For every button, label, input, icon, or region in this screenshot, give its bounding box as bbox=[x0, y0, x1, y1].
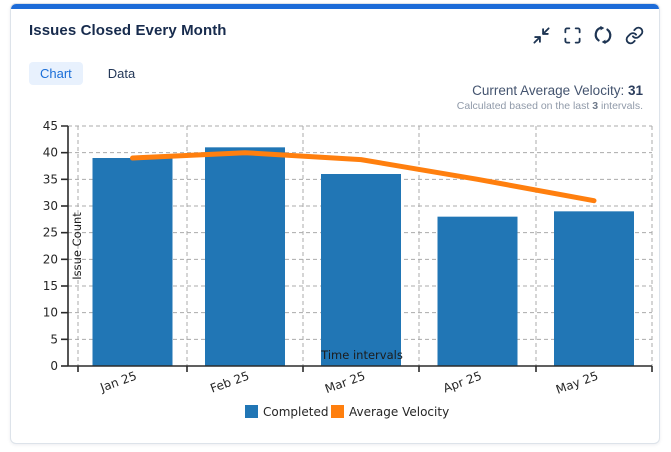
x-tick-label: Jan 25 bbox=[97, 369, 138, 395]
x-tick-label: Mar 25 bbox=[323, 369, 367, 396]
refresh-button[interactable] bbox=[592, 24, 614, 46]
legend-label-completed: Completed bbox=[263, 405, 328, 419]
velocity-value: 31 bbox=[627, 83, 643, 98]
x-tick-label: May 25 bbox=[554, 369, 600, 397]
collapse-icon bbox=[532, 26, 550, 44]
y-axis-title: Issue Count bbox=[70, 212, 84, 280]
page-title: Issues Closed Every Month bbox=[29, 22, 227, 39]
y-tick-label: 25 bbox=[43, 226, 58, 240]
y-tick-label: 35 bbox=[43, 172, 58, 186]
card-header: Issues Closed Every Month bbox=[11, 9, 659, 46]
fullscreen-icon bbox=[563, 26, 581, 44]
fullscreen-button[interactable] bbox=[561, 24, 583, 46]
y-tick-label: 30 bbox=[43, 199, 58, 213]
y-tick-label: 5 bbox=[50, 332, 58, 346]
bar-may-25 bbox=[554, 211, 634, 366]
y-tick-label: 0 bbox=[50, 359, 58, 373]
header-actions bbox=[530, 24, 645, 46]
legend-label-average-velocity: Average Velocity bbox=[349, 405, 449, 419]
collapse-button[interactable] bbox=[530, 24, 552, 46]
x-tick-label: Feb 25 bbox=[208, 369, 251, 396]
bar-mar-25 bbox=[321, 174, 401, 366]
bar-apr-25 bbox=[437, 216, 518, 366]
average-velocity-line bbox=[130, 150, 597, 204]
x-tick-label: Apr 25 bbox=[441, 369, 483, 396]
y-tick-label: 20 bbox=[43, 252, 58, 266]
velocity-interval-count: 3 bbox=[592, 99, 599, 112]
legend-swatch-completed bbox=[245, 405, 258, 418]
y-tick-label: 40 bbox=[43, 146, 58, 160]
link-icon bbox=[625, 26, 643, 44]
bar-jan-25 bbox=[92, 158, 173, 366]
chart-widget-card: Issues Closed Every Month bbox=[10, 3, 660, 444]
tab-data[interactable]: Data bbox=[97, 62, 146, 85]
link-button[interactable] bbox=[623, 24, 645, 46]
velocity-chart: 0 5 10 15 20 25 30 35 40 45 Jan 25 Feb 25 Mar 25 Apr … bbox=[43, 119, 653, 419]
x-axis-title: Time intervals bbox=[320, 348, 403, 362]
y-tick-label: 10 bbox=[43, 306, 58, 320]
chart-area: 0 5 10 15 20 25 30 35 40 45 Jan 25 Feb 25 Mar 25 Apr … bbox=[11, 115, 659, 443]
tab-chart[interactable]: Chart bbox=[29, 62, 83, 85]
card-accent-bar bbox=[11, 4, 659, 9]
y-tick-label: 45 bbox=[43, 119, 58, 133]
bar-feb-25 bbox=[205, 147, 285, 366]
y-tick-label: 15 bbox=[43, 279, 58, 293]
velocity-subtitle: Calculated based on the last 3 intervals… bbox=[456, 99, 643, 112]
velocity-label: Current Average Velocity: 31 bbox=[472, 83, 643, 98]
view-tabs: Chart Data bbox=[29, 62, 659, 85]
refresh-icon bbox=[594, 25, 612, 45]
legend-swatch-average-velocity bbox=[331, 405, 344, 418]
velocity-summary: Current Average Velocity: 31 Calculated … bbox=[457, 83, 643, 114]
